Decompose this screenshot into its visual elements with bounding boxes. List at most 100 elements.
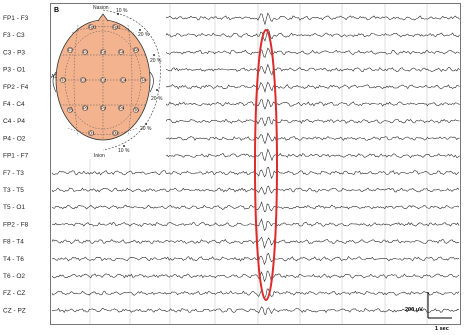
electrode-label: Cz [101, 78, 107, 83]
electrode-cz [100, 77, 106, 83]
electrode-label: Fp2 [113, 25, 121, 30]
electrode-f8 [133, 47, 139, 53]
percent-label-6: 10 % [118, 148, 130, 154]
channel-label: F7 - T3 [3, 170, 24, 177]
channel-label: P3 - O1 [3, 67, 26, 74]
electrode-t4 [140, 77, 146, 83]
scale-time-label: 1 sec [435, 326, 449, 332]
electrode-p4 [118, 105, 124, 111]
percent-label-4: 20 % [151, 96, 163, 102]
electrode-o2 [112, 130, 118, 136]
electrode-label: F8 [134, 48, 140, 53]
electrode-label: F3 [83, 50, 89, 55]
measurement-tick [145, 123, 147, 125]
channel-label: F3 - C3 [3, 32, 25, 39]
eeg-trace [51, 236, 460, 249]
measurement-tick [117, 13, 119, 15]
electrode-markers: Fp1 Fp2 F7 F3 Fz F4 F8 T3 C3 Cz C4 T4 T5 P3 Pz P4 T6 O1 O2 [60, 24, 147, 136]
electrode-fp1 [88, 24, 94, 30]
scale-amplitude-label: 200 uV [405, 307, 423, 313]
measurement-arc [102, 9, 161, 151]
measurement-tick [156, 89, 158, 91]
eeg-trace [51, 252, 460, 266]
electrode-label: C3 [81, 78, 87, 83]
channel-label: P4 - O2 [3, 135, 26, 142]
left-ear-label: A1 [51, 74, 57, 80]
electrode-label: C4 [121, 78, 127, 83]
channel-label: FP1 - F7 [3, 153, 29, 160]
eeg-trace [165, 28, 460, 42]
electrode-t3 [60, 77, 66, 83]
eeg-trace [165, 98, 460, 110]
eeg-trace [165, 81, 460, 93]
electrode-fp2 [112, 24, 118, 30]
electrode-c4 [120, 77, 126, 83]
electrode-label: P3 [83, 106, 89, 111]
electrode-f7 [67, 47, 73, 53]
electrode-fz [100, 49, 106, 55]
electrode-label: F7 [68, 48, 74, 53]
nose-shape [97, 13, 109, 22]
electrode-c3 [80, 77, 86, 83]
measurement-ticks [117, 13, 158, 147]
electrode-f3 [82, 49, 88, 55]
eeg-trace [165, 116, 460, 127]
eeg-trace [165, 63, 460, 76]
electrode-label: T5 [68, 108, 74, 113]
channel-label: CZ - PZ [3, 307, 26, 314]
channel-label: T4 - T6 [3, 256, 24, 263]
head-map: B Nasion Inion A1 10 % 20 % 20 % 20 % [51, 4, 166, 159]
channel-label: FP2 - F8 [3, 221, 29, 228]
channel-label: T6 - O2 [3, 273, 25, 280]
channel-label: C4 - P4 [3, 118, 25, 125]
nasion-label: Nasion [93, 5, 109, 11]
channel-label: F4 - C4 [3, 101, 25, 108]
percent-label-2: 20 % [138, 32, 150, 38]
channel-label: F8 - T4 [3, 239, 24, 246]
electrode-label: P4 [119, 106, 125, 111]
electrode-t5 [67, 107, 73, 113]
measurement-tick [153, 54, 155, 56]
electrode-label: T6 [134, 108, 140, 113]
percent-label-5: 20 % [140, 126, 152, 132]
electrode-label: O2 [113, 131, 120, 136]
percent-label-1: 10 % [116, 8, 128, 14]
electrode-f4 [118, 49, 124, 55]
electrode-label: T4 [141, 78, 147, 83]
electrode-label: Fp1 [89, 25, 97, 30]
electrode-o1 [88, 130, 94, 136]
scale-bar: 200 uV 1 sec [405, 292, 452, 332]
eeg-trace [165, 12, 460, 26]
channel-label: T5 - O1 [3, 204, 25, 211]
figure-frame [50, 3, 461, 325]
channel-label: C3 - P3 [3, 49, 25, 56]
measurement-tick [123, 145, 125, 147]
electrode-t6 [133, 107, 139, 113]
electrode-p3 [82, 105, 88, 111]
right-ear [149, 71, 154, 93]
electrode-label: Fz [101, 50, 107, 55]
electrode-pz [100, 105, 106, 111]
eeg-trace [51, 270, 460, 283]
channel-labels: FP1 - F3 F3 - C3 C3 - P3 P3 - O1 FP2 - F4 F4 … [3, 15, 29, 314]
channel-label: FZ - CZ [3, 290, 25, 297]
electrode-label: O1 [89, 131, 96, 136]
eeg-trace [51, 288, 460, 299]
eeg-trace [51, 306, 460, 315]
measurement-tick [139, 29, 141, 31]
left-ear [52, 71, 57, 93]
eeg-trace [165, 47, 460, 58]
inion-label: Inion [94, 153, 105, 159]
electrode-label: Pz [101, 106, 107, 111]
channel-label: FP1 - F3 [3, 15, 29, 22]
eeg-trace [165, 132, 460, 145]
eeg-trace [165, 148, 460, 162]
panel-label: B [54, 7, 59, 14]
percent-label-3: 20 % [150, 58, 162, 64]
electrode-label: T3 [61, 78, 67, 83]
channel-label: FP2 - F4 [3, 84, 29, 91]
time-grid [89, 4, 428, 324]
electrode-label: F4 [119, 50, 125, 55]
highlight-ellipse [254, 29, 278, 301]
